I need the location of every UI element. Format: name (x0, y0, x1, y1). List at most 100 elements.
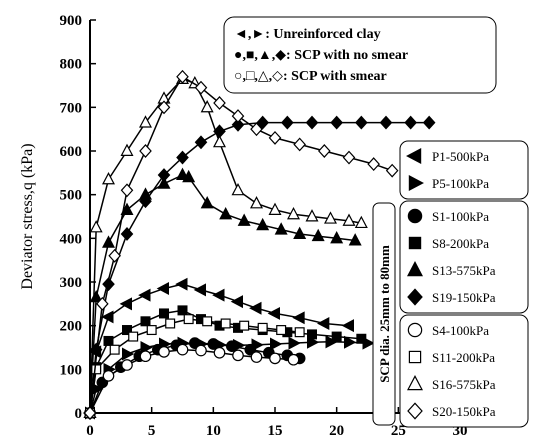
data-point-S13-575kPa (330, 230, 344, 244)
data-point-S19-150kPa (305, 115, 319, 130)
data-point-S4-100kPa (269, 352, 281, 365)
legend-label-P5-100kPa: P5-100kPa (432, 176, 489, 191)
y-tick-label: 500 (60, 188, 83, 204)
data-point-S13-575kPa (348, 233, 362, 246)
data-point-P1-500kPa (138, 288, 151, 302)
data-point-S20-150kPa (213, 96, 226, 110)
data-point-S19-150kPa (422, 115, 436, 130)
band-label-box (372, 202, 396, 426)
data-point-S4-100kPa (232, 349, 244, 362)
data-point-S19-150kPa (330, 115, 343, 130)
legend-marker-S1-100kPa (407, 208, 423, 224)
legend-marker-S20-150kPa (407, 402, 423, 420)
data-point-S8-200kPa (140, 316, 151, 327)
y-tick-label: 800 (60, 57, 83, 73)
data-point-S19-150kPa (194, 135, 208, 150)
legend-marker-S11-200kPa (408, 350, 422, 364)
data-point-S13-575kPa (293, 226, 307, 239)
data-point-S20-150kPa (176, 69, 189, 84)
data-point-S20-150kPa (293, 137, 306, 152)
data-point-S20-150kPa (250, 122, 263, 137)
data-point-S4-100kPa (195, 344, 207, 357)
data-point-S11-200kPa (128, 331, 139, 342)
x-tick-label: 20 (329, 423, 344, 439)
data-point-S13-575kPa (219, 206, 233, 220)
top-legend-box (223, 16, 497, 94)
data-point-S16-575kPa (139, 115, 152, 128)
data-point-S20-150kPa (96, 296, 109, 311)
data-point-S4-100kPa (213, 346, 226, 359)
y-tick-label: 300 (60, 275, 83, 291)
data-point-S19-150kPa (157, 168, 171, 182)
data-point-S20-150kPa (318, 144, 331, 158)
data-point-S11-200kPa (276, 325, 287, 336)
data-point-P1-500kPa (175, 277, 188, 291)
data-point-S20-150kPa (157, 100, 171, 115)
data-point-S11-200kPa (91, 364, 102, 375)
data-point-S4-100kPa (158, 346, 170, 358)
data-point-S11-200kPa (239, 320, 250, 331)
data-point-P5-100kPa (288, 336, 301, 350)
data-point-S20-150kPa (385, 163, 399, 178)
top-legend-line: ○,□,△,◇: SCP with smear (234, 69, 387, 84)
y-tick-label: 900 (60, 13, 83, 29)
data-point-S16-575kPa (102, 172, 115, 185)
data-point-S20-150kPa (108, 248, 121, 263)
data-point-S4-100kPa (287, 353, 300, 366)
data-point-S19-150kPa (404, 115, 417, 130)
data-point-P1-500kPa (230, 295, 243, 309)
legend-label-S20-150kPa: S20-150kPa (432, 404, 496, 419)
data-point-S16-575kPa (200, 99, 214, 113)
band-label: SCP dia. 25mm to 80mm (377, 245, 392, 383)
data-point-S8-200kPa (103, 335, 114, 346)
legend-label-S4-100kPa: S4-100kPa (432, 323, 489, 338)
data-point-S1-100kPa (244, 343, 257, 356)
x-tick-label: 15 (268, 423, 283, 439)
legend-marker-S19-150kPa (407, 288, 423, 306)
data-point-P1-500kPa (193, 283, 206, 297)
data-point-P1-500kPa (292, 311, 305, 325)
data-point-S16-575kPa (354, 215, 368, 229)
data-point-S11-200kPa (165, 318, 176, 329)
data-point-S20-150kPa (139, 144, 152, 158)
data-point-S4-100kPa (176, 343, 189, 356)
legend-marker-S13-575kPa (407, 261, 423, 277)
y-tick-label: 0 (75, 406, 83, 422)
data-point-S4-100kPa (102, 370, 115, 382)
data-point-S20-150kPa (231, 109, 245, 124)
data-point-S19-150kPa (139, 194, 152, 209)
legend-label-P1-500kPa: P1-500kPa (432, 149, 489, 164)
data-point-P1-500kPa (341, 319, 354, 333)
y-tick-label: 400 (60, 231, 83, 247)
legend-marker-P5-100kPa (408, 175, 424, 191)
x-tick-label: 0 (86, 423, 94, 439)
x-tick-label: 10 (206, 423, 221, 439)
top-legend-line: ●,■,▲,◆: SCP with no smear (234, 48, 408, 63)
series-line-P5-100kPa (89, 341, 368, 414)
data-point-P5-100kPa (140, 341, 153, 354)
data-point-S19-150kPa (231, 117, 245, 132)
data-point-P1-500kPa (156, 282, 169, 296)
data-point-S16-575kPa (120, 143, 134, 156)
data-point-S4-100kPa (121, 359, 133, 371)
data-point-S11-200kPa (183, 314, 194, 325)
legend-marker-S4-100kPa (407, 322, 423, 338)
data-point-S13-575kPa (182, 169, 196, 183)
data-point-S19-150kPa (379, 115, 393, 130)
data-point-P1-500kPa (316, 316, 330, 330)
data-point-S16-575kPa (305, 209, 319, 222)
data-point-P1-500kPa (267, 306, 280, 320)
top-legend-line: ◄,►: Unreinforced clay (234, 27, 381, 42)
data-point-S11-200kPa (109, 344, 120, 355)
data-point-S19-150kPa (256, 115, 269, 130)
y-axis-label: Deviator stress,q (kPa) (19, 143, 36, 289)
data-point-S11-200kPa (202, 316, 213, 327)
data-point-S16-575kPa (213, 134, 226, 148)
y-tick-label: 200 (60, 319, 83, 335)
data-point-P1-500kPa (119, 297, 132, 311)
data-point-S13-575kPa (120, 202, 134, 215)
data-point-S20-150kPa (83, 406, 97, 420)
data-point-S16-575kPa (231, 182, 245, 196)
